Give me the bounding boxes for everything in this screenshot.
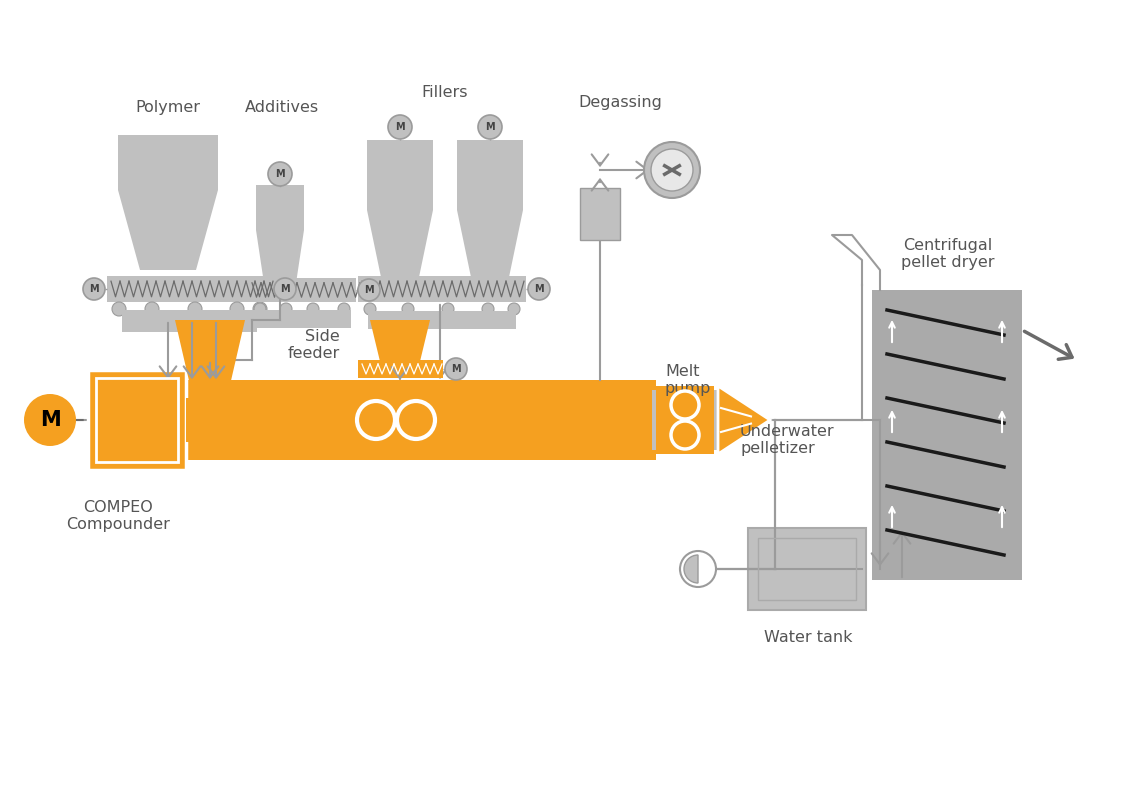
Circle shape (268, 162, 292, 186)
Polygon shape (718, 386, 770, 454)
Text: Melt
pump: Melt pump (665, 364, 712, 396)
Polygon shape (370, 320, 430, 378)
Circle shape (84, 278, 105, 300)
Text: M: M (485, 122, 495, 132)
Text: Side
feeder: Side feeder (288, 329, 340, 361)
Circle shape (364, 303, 376, 315)
Circle shape (529, 278, 550, 300)
Circle shape (112, 302, 126, 316)
Bar (122, 310, 257, 332)
Bar (580, 188, 620, 240)
Bar (758, 538, 856, 600)
Circle shape (253, 302, 267, 316)
Polygon shape (118, 190, 219, 270)
Polygon shape (367, 210, 432, 282)
Text: Underwater
pelletizer: Underwater pelletizer (740, 424, 835, 456)
Bar (253, 310, 351, 328)
Circle shape (478, 115, 502, 139)
Circle shape (445, 358, 467, 380)
Circle shape (508, 303, 521, 315)
Bar (118, 135, 219, 190)
Bar (368, 311, 516, 329)
Text: Additives: Additives (245, 100, 319, 115)
Circle shape (280, 303, 292, 315)
Polygon shape (256, 230, 304, 290)
Polygon shape (175, 320, 245, 385)
Text: Fillers: Fillers (422, 85, 468, 100)
Text: M: M (280, 284, 289, 294)
Circle shape (307, 303, 319, 315)
Bar (186, 380, 656, 460)
Text: COMPEO
Compounder: COMPEO Compounder (66, 500, 170, 532)
Circle shape (358, 279, 380, 301)
Text: M: M (89, 284, 98, 294)
Bar (748, 528, 866, 610)
Text: Polymer: Polymer (135, 100, 200, 115)
Bar (88, 370, 186, 470)
Circle shape (482, 303, 494, 315)
Circle shape (397, 401, 435, 439)
Circle shape (644, 142, 700, 198)
Text: Centrifugal
pellet dryer: Centrifugal pellet dryer (901, 237, 995, 270)
Bar (714, 390, 718, 450)
Bar (108, 276, 272, 302)
Circle shape (672, 391, 699, 419)
Circle shape (402, 303, 414, 315)
Bar (652, 390, 656, 450)
Circle shape (275, 278, 296, 300)
Bar (367, 140, 432, 210)
Bar (186, 398, 204, 442)
Polygon shape (456, 210, 523, 282)
Wedge shape (684, 555, 698, 583)
Circle shape (388, 115, 412, 139)
Circle shape (188, 302, 202, 316)
Circle shape (24, 394, 76, 446)
Text: Water tank: Water tank (764, 630, 852, 645)
Circle shape (651, 149, 693, 191)
Bar (96, 378, 178, 462)
Circle shape (145, 302, 159, 316)
Circle shape (230, 302, 244, 316)
Circle shape (672, 421, 699, 449)
Circle shape (680, 551, 716, 587)
Bar (456, 140, 523, 210)
Text: M: M (534, 284, 543, 294)
Text: M: M (276, 169, 285, 179)
Text: M: M (395, 122, 405, 132)
Circle shape (357, 401, 395, 439)
Bar (358, 276, 526, 302)
Text: Degassing: Degassing (578, 95, 662, 110)
Bar (256, 185, 304, 230)
Text: M: M (364, 285, 374, 295)
Bar (358, 360, 443, 378)
Circle shape (442, 303, 454, 315)
Bar (872, 290, 1022, 580)
Bar (248, 278, 356, 302)
Text: M: M (451, 364, 461, 374)
Bar (656, 386, 714, 454)
Text: M: M (40, 410, 61, 430)
Circle shape (337, 303, 350, 315)
Circle shape (254, 303, 267, 315)
